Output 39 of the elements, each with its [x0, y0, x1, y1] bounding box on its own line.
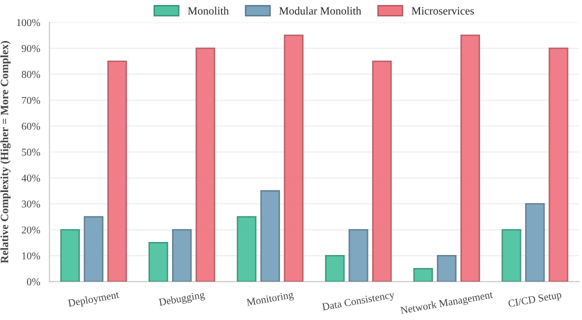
bar [236, 216, 256, 282]
y-tick-label: 10% [22, 252, 40, 260]
bar [548, 48, 568, 282]
bar [525, 203, 545, 282]
bar [84, 216, 104, 282]
bar [460, 34, 480, 282]
bar [436, 254, 456, 282]
y-tick-label: 0% [26, 278, 40, 286]
y-axis-title: Relative Complexity (Higher = More Complex) [0, 41, 11, 264]
bar [107, 60, 127, 282]
bar [348, 229, 368, 282]
y-tick-label: 20% [22, 226, 40, 234]
y-tick-label: 30% [22, 200, 40, 208]
y-tick-label: 40% [22, 174, 40, 182]
bar [148, 242, 168, 282]
bar [284, 34, 304, 282]
y-tick-label: 50% [22, 148, 40, 156]
x-tick-label: Monitoring [246, 290, 294, 308]
x-tick-label: CI/CD Setup [508, 291, 562, 310]
x-tick-label: Data Consistency [322, 290, 396, 313]
y-tick-label: 80% [22, 70, 40, 78]
y-tick-label: 90% [22, 45, 40, 52]
bar [260, 190, 280, 282]
bar [172, 229, 192, 282]
legend-label: Modular Monolith [279, 6, 362, 15]
legend-label: Microservices [412, 7, 474, 15]
bar [502, 229, 522, 282]
bar [413, 268, 433, 282]
bar [60, 229, 80, 282]
y-tick-label: 70% [22, 96, 40, 104]
x-tick-label: Deployment [68, 290, 120, 309]
x-tick-label: Network Management [400, 290, 494, 316]
y-tick-label: 100% [17, 19, 40, 26]
bar [372, 60, 392, 282]
x-tick-label: Debugging [158, 290, 206, 308]
bar [196, 48, 216, 282]
legend-label: Monolith [188, 6, 229, 15]
bar [325, 254, 345, 282]
y-tick-label: 60% [22, 122, 40, 130]
